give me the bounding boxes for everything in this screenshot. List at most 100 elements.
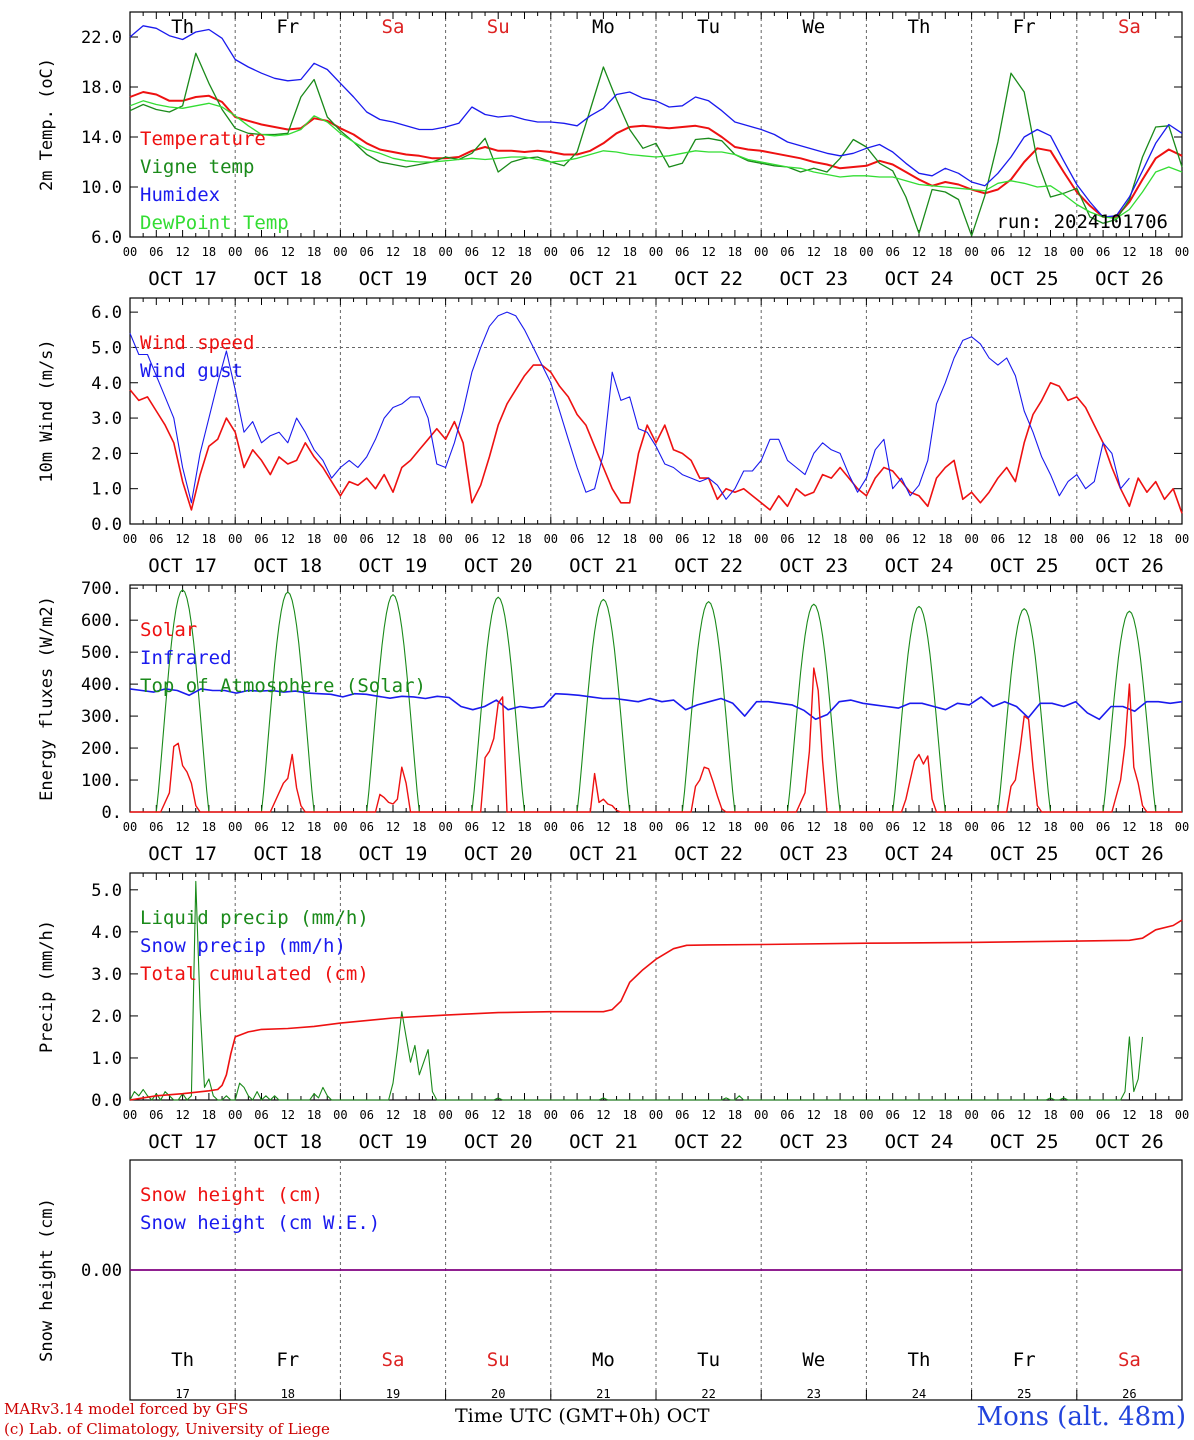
hour-label-1-4-2: 12 xyxy=(596,532,610,546)
y-tick-label-1-2: 2.0 xyxy=(91,444,122,464)
date-label-0-6: OCT 23 xyxy=(779,268,848,290)
y-tick-label-0-2: 14.0 xyxy=(81,128,122,148)
y-tick-label-2-6: 600. xyxy=(81,611,122,631)
day-number-8: 25 xyxy=(1017,1387,1031,1401)
day-footer-4: Mo xyxy=(592,1349,615,1371)
hour-label-2-7-3: 18 xyxy=(938,820,952,834)
hour-label-3-8-1: 06 xyxy=(991,1108,1005,1122)
hour-label-1-2-3: 18 xyxy=(412,532,426,546)
wind-series-line-1 xyxy=(129,311,1130,504)
hour-label-1-5-0: 00 xyxy=(649,532,663,546)
hour-label-2-5-1: 06 xyxy=(675,820,689,834)
hour-label-3-9-0: 00 xyxy=(1070,1108,1084,1122)
y-axis-label-2: Energy fluxes (W/m2) xyxy=(37,596,57,801)
hour-label-2-end: 00 xyxy=(1175,820,1189,834)
hour-label-1-5-2: 12 xyxy=(701,532,715,546)
hour-label-0-2-3: 18 xyxy=(412,245,426,259)
hour-label-2-0-1: 06 xyxy=(149,820,163,834)
hour-label-2-9-3: 18 xyxy=(1148,820,1162,834)
hour-label-2-8-1: 06 xyxy=(991,820,1005,834)
hour-label-2-9-2: 12 xyxy=(1122,820,1136,834)
hour-label-0-5-3: 18 xyxy=(728,245,742,259)
day-footer-7: Th xyxy=(908,1349,931,1371)
hour-label-0-6-1: 06 xyxy=(780,245,794,259)
hour-label-2-0-0: 00 xyxy=(123,820,137,834)
hour-label-0-6-3: 18 xyxy=(833,245,847,259)
hour-label-2-4-3: 18 xyxy=(622,820,636,834)
day-number-6: 23 xyxy=(807,1387,821,1401)
hour-label-1-2-1: 06 xyxy=(359,532,373,546)
hour-label-2-5-2: 12 xyxy=(701,820,715,834)
hour-label-1-3-3: 18 xyxy=(517,532,531,546)
date-label-0-3: OCT 20 xyxy=(464,268,533,290)
hour-label-2-4-1: 06 xyxy=(570,820,584,834)
hour-label-3-3-3: 18 xyxy=(517,1108,531,1122)
hour-label-3-8-0: 00 xyxy=(964,1108,978,1122)
hour-label-2-8-2: 12 xyxy=(1017,820,1031,834)
date-label-3-6: OCT 23 xyxy=(779,1131,848,1153)
hour-label-0-9-0: 00 xyxy=(1070,245,1084,259)
hour-label-2-8-0: 00 xyxy=(964,820,978,834)
hour-label-1-7-2: 12 xyxy=(912,532,926,546)
hour-label-1-8-1: 06 xyxy=(991,532,1005,546)
hour-label-2-3-0: 00 xyxy=(438,820,452,834)
hour-label-2-5-0: 00 xyxy=(649,820,663,834)
date-label-3-9: OCT 26 xyxy=(1095,1131,1164,1153)
y-tick-label-2-7: 700. xyxy=(81,579,122,599)
hour-label-1-3-1: 06 xyxy=(465,532,479,546)
hour-label-0-3-0: 00 xyxy=(438,245,452,259)
day-footer-0: Th xyxy=(171,1349,194,1371)
hour-label-3-5-1: 06 xyxy=(675,1108,689,1122)
hour-label-2-6-1: 06 xyxy=(780,820,794,834)
hour-label-1-5-1: 06 xyxy=(675,532,689,546)
hour-label-0-8-2: 12 xyxy=(1017,245,1031,259)
hour-label-3-7-0: 00 xyxy=(859,1108,873,1122)
hour-label-2-3-3: 18 xyxy=(517,820,531,834)
date-label-2-0: OCT 17 xyxy=(148,843,217,865)
hour-label-0-7-0: 00 xyxy=(859,245,873,259)
hour-label-3-9-1: 06 xyxy=(1096,1108,1110,1122)
day-number-1: 18 xyxy=(281,1387,295,1401)
hour-label-0-4-3: 18 xyxy=(622,245,636,259)
day-number-0: 17 xyxy=(175,1387,189,1401)
y-tick-label-3-2: 2.0 xyxy=(91,1007,122,1027)
y-axis-label-1: 10m Wind (m/s) xyxy=(37,339,57,482)
day-number-5: 22 xyxy=(701,1387,715,1401)
y-tick-label-0-4: 22.0 xyxy=(81,28,122,48)
hour-label-0-4-2: 12 xyxy=(596,245,610,259)
hour-label-1-4-3: 18 xyxy=(622,532,636,546)
hour-label-2-0-3: 18 xyxy=(202,820,216,834)
day-header-2: Sa xyxy=(382,16,405,38)
hour-label-2-1-2: 12 xyxy=(281,820,295,834)
hour-label-2-9-0: 00 xyxy=(1070,820,1084,834)
y-tick-label-0-3: 18.0 xyxy=(81,78,122,98)
hour-label-0-1-3: 18 xyxy=(307,245,321,259)
hour-label-1-5-3: 18 xyxy=(728,532,742,546)
hour-label-1-3-2: 12 xyxy=(491,532,505,546)
legend-3-0: Liquid precip (mm/h) xyxy=(140,907,369,929)
legend-2-1: Infrared xyxy=(140,647,232,669)
legend-4-1: Snow height (cm W.E.) xyxy=(140,1212,380,1234)
y-tick-label-2-0: 0. xyxy=(102,803,122,823)
day-header-1: Fr xyxy=(276,16,299,38)
date-label-1-5: OCT 22 xyxy=(674,555,743,577)
hour-label-3-6-1: 06 xyxy=(780,1108,794,1122)
date-label-3-7: OCT 24 xyxy=(885,1131,954,1153)
hour-label-3-1-2: 12 xyxy=(281,1108,295,1122)
day-number-2: 19 xyxy=(386,1387,400,1401)
hour-label-2-3-1: 06 xyxy=(465,820,479,834)
hour-label-2-7-0: 00 xyxy=(859,820,873,834)
hour-label-3-5-2: 12 xyxy=(701,1108,715,1122)
date-label-3-0: OCT 17 xyxy=(148,1131,217,1153)
hour-label-1-4-1: 06 xyxy=(570,532,584,546)
hour-label-3-0-2: 12 xyxy=(175,1108,189,1122)
date-label-0-4: OCT 21 xyxy=(569,268,638,290)
temp-series-line-3 xyxy=(129,100,1183,219)
hour-label-0-6-0: 00 xyxy=(754,245,768,259)
hour-label-0-7-3: 18 xyxy=(938,245,952,259)
y-tick-label-1-6: 6.0 xyxy=(91,303,122,323)
date-label-2-4: OCT 21 xyxy=(569,843,638,865)
date-label-1-7: OCT 24 xyxy=(885,555,954,577)
hour-label-2-0-2: 12 xyxy=(175,820,189,834)
hour-label-3-2-3: 18 xyxy=(412,1108,426,1122)
